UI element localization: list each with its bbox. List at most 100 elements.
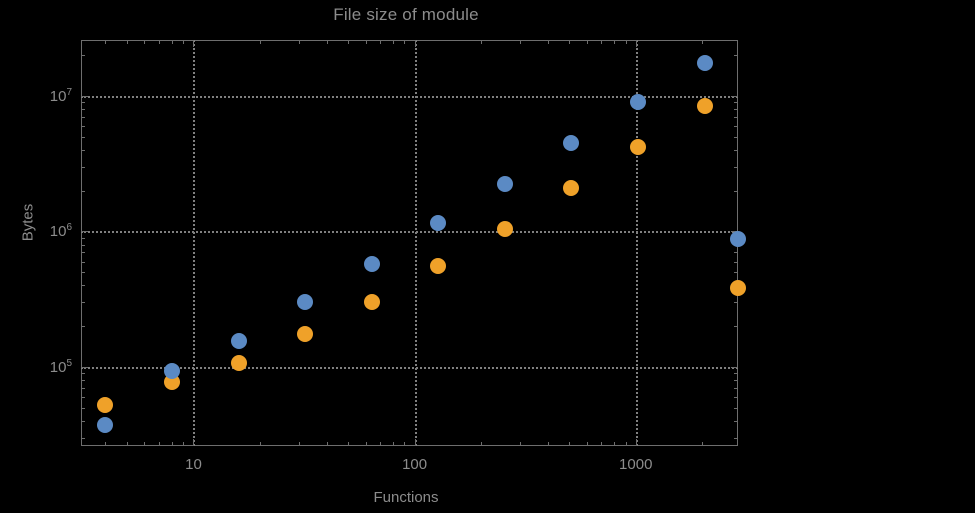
- x-tick-mark: [365, 40, 367, 44]
- x-tick-mark: [144, 442, 146, 446]
- y-tick-mark: [734, 261, 738, 263]
- y-tick-mark: [81, 373, 85, 375]
- y-tick-mark: [81, 437, 85, 439]
- y-tick-mark: [734, 136, 738, 138]
- y-tick-mark: [81, 379, 85, 381]
- x-tick-mark: [625, 40, 627, 44]
- x-tick-mark: [547, 40, 549, 44]
- y-tick-mark: [81, 166, 85, 168]
- x-tick-mark: [183, 40, 185, 44]
- data-point-blue: [630, 93, 647, 110]
- y-tick-mark: [734, 166, 738, 168]
- data-point-orange: [363, 294, 380, 311]
- x-tick-mark: [298, 40, 300, 44]
- x-tick-mark: [348, 442, 350, 446]
- y-tick-mark: [81, 55, 85, 57]
- y-tick-mark: [734, 407, 738, 409]
- x-tick-mark: [601, 40, 603, 44]
- x-tick-mark: [172, 442, 174, 446]
- x-axis-title: Functions: [373, 489, 439, 506]
- data-point-blue: [563, 135, 580, 152]
- data-point-orange: [297, 325, 314, 342]
- y-tick-mark: [734, 252, 738, 254]
- x-tick-mark: [159, 442, 161, 446]
- y-tick-mark: [81, 302, 85, 304]
- data-point-blue: [297, 294, 314, 311]
- data-point-orange: [430, 257, 447, 274]
- x-tick-mark: [260, 40, 262, 44]
- x-tick-mark: [126, 40, 128, 44]
- y-tick-mark: [81, 420, 85, 422]
- x-tick-mark: [614, 40, 616, 44]
- x-tick-mark: [547, 442, 549, 446]
- data-point-blue: [363, 255, 380, 272]
- y-tick-mark: [81, 190, 85, 192]
- y-tick-mark: [734, 150, 738, 151]
- y-tick-mark: [734, 373, 738, 375]
- data-point-blue: [164, 363, 181, 380]
- x-tick-mark: [481, 442, 483, 446]
- x-tick-mark: [126, 442, 128, 446]
- x-tick-mark: [172, 40, 174, 44]
- x-tick-mark: [520, 442, 522, 446]
- y-tick-mark: [81, 252, 85, 254]
- y-tick-mark: [81, 407, 85, 409]
- y-tick-mark: [81, 285, 85, 287]
- data-point-orange: [563, 179, 580, 196]
- x-tick-mark: [380, 442, 382, 446]
- y-tick-mark: [81, 109, 85, 111]
- chart-title: File size of module: [333, 5, 479, 24]
- x-tick-mark: [586, 442, 588, 446]
- data-point-blue: [696, 55, 713, 72]
- y-tick-mark: [81, 102, 85, 104]
- x-tick-mark: [193, 40, 195, 47]
- y-tick-label: 107: [49, 87, 72, 106]
- data-point-blue: [496, 175, 513, 192]
- x-tick-mark: [105, 40, 107, 44]
- x-tick-label: 10: [185, 456, 202, 473]
- x-tick-mark: [635, 439, 637, 446]
- x-tick-mark: [159, 40, 161, 44]
- x-tick-mark: [702, 40, 704, 44]
- x-tick-mark: [586, 40, 588, 44]
- data-point-orange: [630, 139, 647, 156]
- x-tick-mark: [365, 442, 367, 446]
- x-tick-mark: [183, 442, 185, 446]
- data-point-orange: [730, 280, 746, 297]
- gridline-vertical: [193, 40, 196, 446]
- data-point-orange: [97, 397, 114, 414]
- x-tick-label: 1000: [619, 456, 653, 473]
- y-tick-mark: [734, 437, 738, 439]
- y-tick-mark: [734, 302, 738, 304]
- y-tick-mark: [731, 96, 738, 98]
- x-tick-mark: [348, 40, 350, 44]
- y-tick-mark: [734, 126, 738, 128]
- x-tick-mark: [625, 442, 627, 446]
- gridline-vertical: [414, 40, 417, 446]
- y-tick-label: 106: [49, 222, 72, 241]
- x-tick-mark: [193, 439, 195, 446]
- x-tick-mark: [569, 40, 571, 44]
- y-tick-mark: [81, 387, 85, 389]
- y-tick-mark: [81, 366, 88, 368]
- x-tick-mark: [298, 442, 300, 446]
- data-point-orange: [230, 354, 247, 371]
- data-point-blue: [97, 417, 114, 434]
- y-tick-mark: [81, 272, 85, 274]
- x-tick-mark: [569, 442, 571, 446]
- x-tick-mark: [481, 40, 483, 44]
- y-tick-mark: [734, 420, 738, 422]
- x-tick-label: 100: [402, 456, 428, 473]
- x-tick-mark: [393, 40, 395, 44]
- x-tick-mark: [326, 442, 328, 446]
- gridline-horizontal: [81, 96, 738, 99]
- y-tick-mark: [734, 190, 738, 192]
- y-tick-mark: [81, 150, 85, 151]
- x-tick-mark: [380, 40, 382, 44]
- y-tick-mark: [81, 237, 85, 239]
- x-tick-mark: [520, 40, 522, 44]
- x-tick-mark: [326, 40, 328, 44]
- y-tick-mark: [81, 261, 85, 263]
- y-tick-mark: [734, 272, 738, 274]
- y-tick-mark: [81, 396, 85, 398]
